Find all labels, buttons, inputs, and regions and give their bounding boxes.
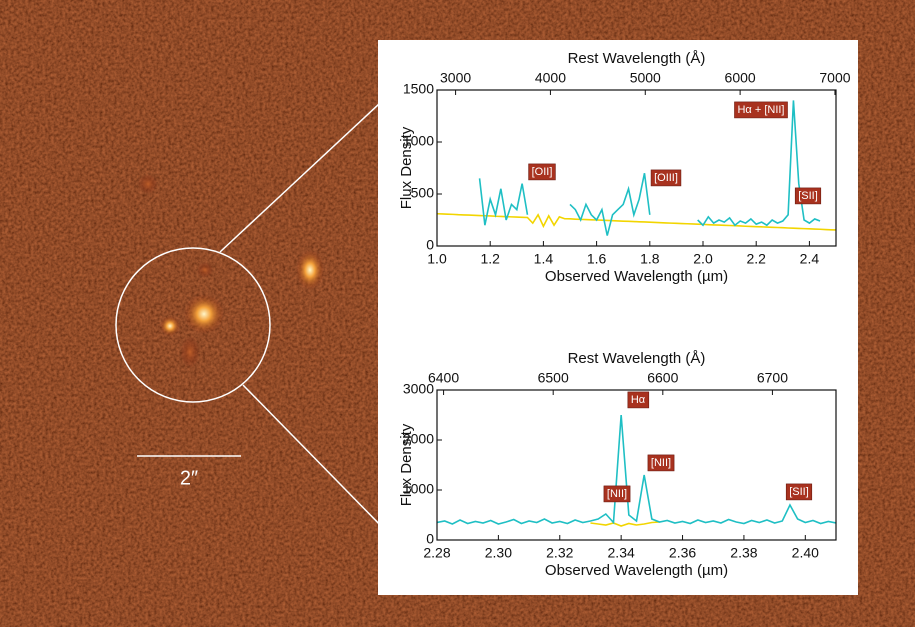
x-tick-label: 1.2 bbox=[480, 251, 500, 267]
x-tick-label: 1.6 bbox=[587, 251, 607, 267]
x-tick-label: 2.40 bbox=[792, 545, 819, 561]
annotation: [SII] bbox=[789, 486, 809, 498]
plot-frame bbox=[436, 89, 837, 247]
zoom-circle bbox=[115, 247, 271, 403]
y-axis-label: Flux Density bbox=[398, 423, 415, 506]
x-axis-label: Observed Wavelength (µm) bbox=[545, 268, 728, 285]
x2-tick-label: 4000 bbox=[535, 70, 566, 86]
x-tick-label: 2.38 bbox=[730, 545, 757, 561]
annotation: Hα bbox=[631, 394, 646, 406]
x2-tick-label: 3000 bbox=[440, 70, 471, 86]
x2-tick-label: 6500 bbox=[538, 370, 569, 386]
spectrum-line bbox=[437, 212, 836, 231]
scale-bar-label: 2″ bbox=[180, 467, 198, 489]
x2-tick-label: 5000 bbox=[630, 70, 661, 86]
x2-tick-label: 6400 bbox=[428, 370, 459, 386]
x-tick-label: 2.34 bbox=[608, 545, 635, 561]
x-tick-label: 2.2 bbox=[746, 251, 766, 267]
x2-axis-label: Rest Wavelength (Å) bbox=[568, 350, 706, 367]
y-tick-label: 1000 bbox=[403, 481, 434, 497]
y-tick-label: 3000 bbox=[403, 381, 434, 397]
annotation: [OIII] bbox=[654, 172, 678, 184]
annotation: [SII] bbox=[798, 190, 818, 202]
annotation-box bbox=[794, 187, 822, 205]
series-group bbox=[437, 414, 836, 527]
annotation-box bbox=[528, 163, 556, 181]
annotation: [OII] bbox=[532, 166, 553, 178]
annotation: [NII] bbox=[651, 457, 671, 469]
x-tick-label: 2.0 bbox=[693, 251, 713, 267]
series-group bbox=[437, 100, 836, 236]
lensed-image bbox=[184, 294, 224, 334]
y-tick-label: 0 bbox=[426, 531, 434, 547]
x2-tick-label: 7000 bbox=[819, 70, 850, 86]
x-tick-label: 2.28 bbox=[423, 545, 450, 561]
lensed-image bbox=[197, 262, 213, 278]
annotation-box bbox=[627, 391, 650, 409]
y-tick-label: 2000 bbox=[403, 431, 434, 447]
x2-tick-label: 6000 bbox=[725, 70, 756, 86]
y-axis-label: Flux Density bbox=[398, 126, 415, 209]
lensed-image bbox=[160, 316, 180, 336]
x-tick-label: 2.32 bbox=[546, 545, 573, 561]
annotation: Hα + [NII] bbox=[737, 104, 784, 116]
spectrum-line bbox=[437, 414, 836, 525]
plot-frame bbox=[436, 389, 837, 541]
y-tick-label: 1500 bbox=[403, 81, 434, 97]
annotation-box bbox=[785, 483, 813, 501]
annotation-box bbox=[734, 101, 788, 119]
galaxy bbox=[138, 174, 158, 194]
x2-tick-label: 6600 bbox=[647, 370, 678, 386]
x-axis-label: Observed Wavelength (µm) bbox=[545, 562, 728, 579]
x2-tick-label: 6700 bbox=[757, 370, 788, 386]
annotation-box bbox=[647, 454, 675, 472]
x-tick-label: 1.8 bbox=[640, 251, 660, 267]
y-tick-label: 0 bbox=[426, 237, 434, 253]
plot-area bbox=[437, 390, 836, 540]
galaxy bbox=[296, 250, 324, 290]
y-tick-label: 1000 bbox=[403, 133, 434, 149]
y-tick-label: 500 bbox=[411, 185, 435, 201]
spectrum-line bbox=[590, 521, 660, 527]
x-tick-label: 2.4 bbox=[800, 251, 820, 267]
lensed-image bbox=[180, 336, 200, 368]
annotation-box bbox=[603, 485, 631, 503]
x2-axis-label: Rest Wavelength (Å) bbox=[568, 50, 706, 67]
x-tick-label: 1.4 bbox=[534, 251, 554, 267]
x-tick-label: 1.0 bbox=[427, 251, 447, 267]
annotation-box bbox=[650, 169, 682, 187]
annotation: [NII] bbox=[607, 488, 627, 500]
x-tick-label: 2.36 bbox=[669, 545, 696, 561]
x-tick-label: 2.30 bbox=[485, 545, 512, 561]
